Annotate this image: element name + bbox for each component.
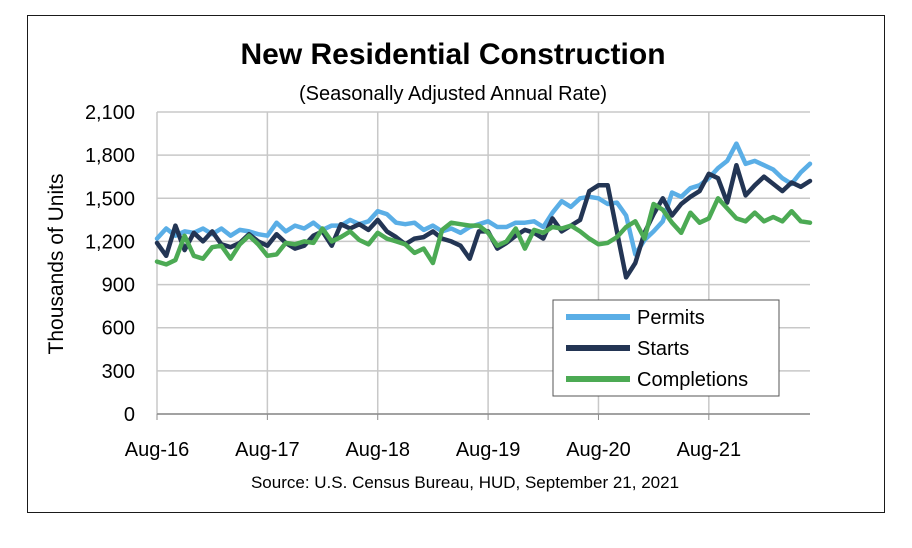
series-line-completions — [154, 196, 813, 267]
y-tick-label: 1,200 — [85, 231, 135, 253]
y-axis-label: Thousands of Units — [45, 174, 68, 355]
y-tick-label: 600 — [102, 318, 135, 340]
x-tick-label: Aug-19 — [456, 439, 521, 461]
legend-label-completions: Completions — [637, 369, 748, 391]
y-tick-label: 2,100 — [85, 102, 135, 124]
legend-label-permits: Permits — [637, 307, 705, 329]
y-tick-labels: 0 300 600 900 1,200 1,500 1,800 2,100 — [85, 102, 135, 426]
legend-label-starts: Starts — [637, 338, 689, 360]
x-tick-label: Aug-21 — [677, 439, 742, 461]
y-tick-label: 1,500 — [85, 188, 135, 210]
chart-title: New Residential Construction — [240, 38, 665, 71]
x-tick-label: Aug-17 — [235, 439, 300, 461]
y-tick-label: 300 — [102, 361, 135, 383]
legend: Permits Starts Completions — [552, 299, 780, 397]
y-tick-label: 1,800 — [85, 145, 135, 167]
grid-lines — [156, 111, 810, 420]
chart-subtitle: (Seasonally Adjusted Annual Rate) — [299, 83, 607, 105]
x-tick-label: Aug-18 — [345, 439, 410, 461]
x-tick-labels: Aug-16 Aug-17 Aug-18 Aug-19 Aug-20 Aug-21 — [125, 439, 741, 461]
x-tick-label: Aug-20 — [566, 439, 631, 461]
x-tick-label: Aug-16 — [125, 439, 190, 461]
source-note: Source: U.S. Census Bureau, HUD, Septemb… — [251, 473, 679, 492]
y-tick-label: 900 — [102, 275, 135, 297]
series-lines — [154, 141, 813, 280]
y-tick-label: 0 — [124, 404, 135, 426]
